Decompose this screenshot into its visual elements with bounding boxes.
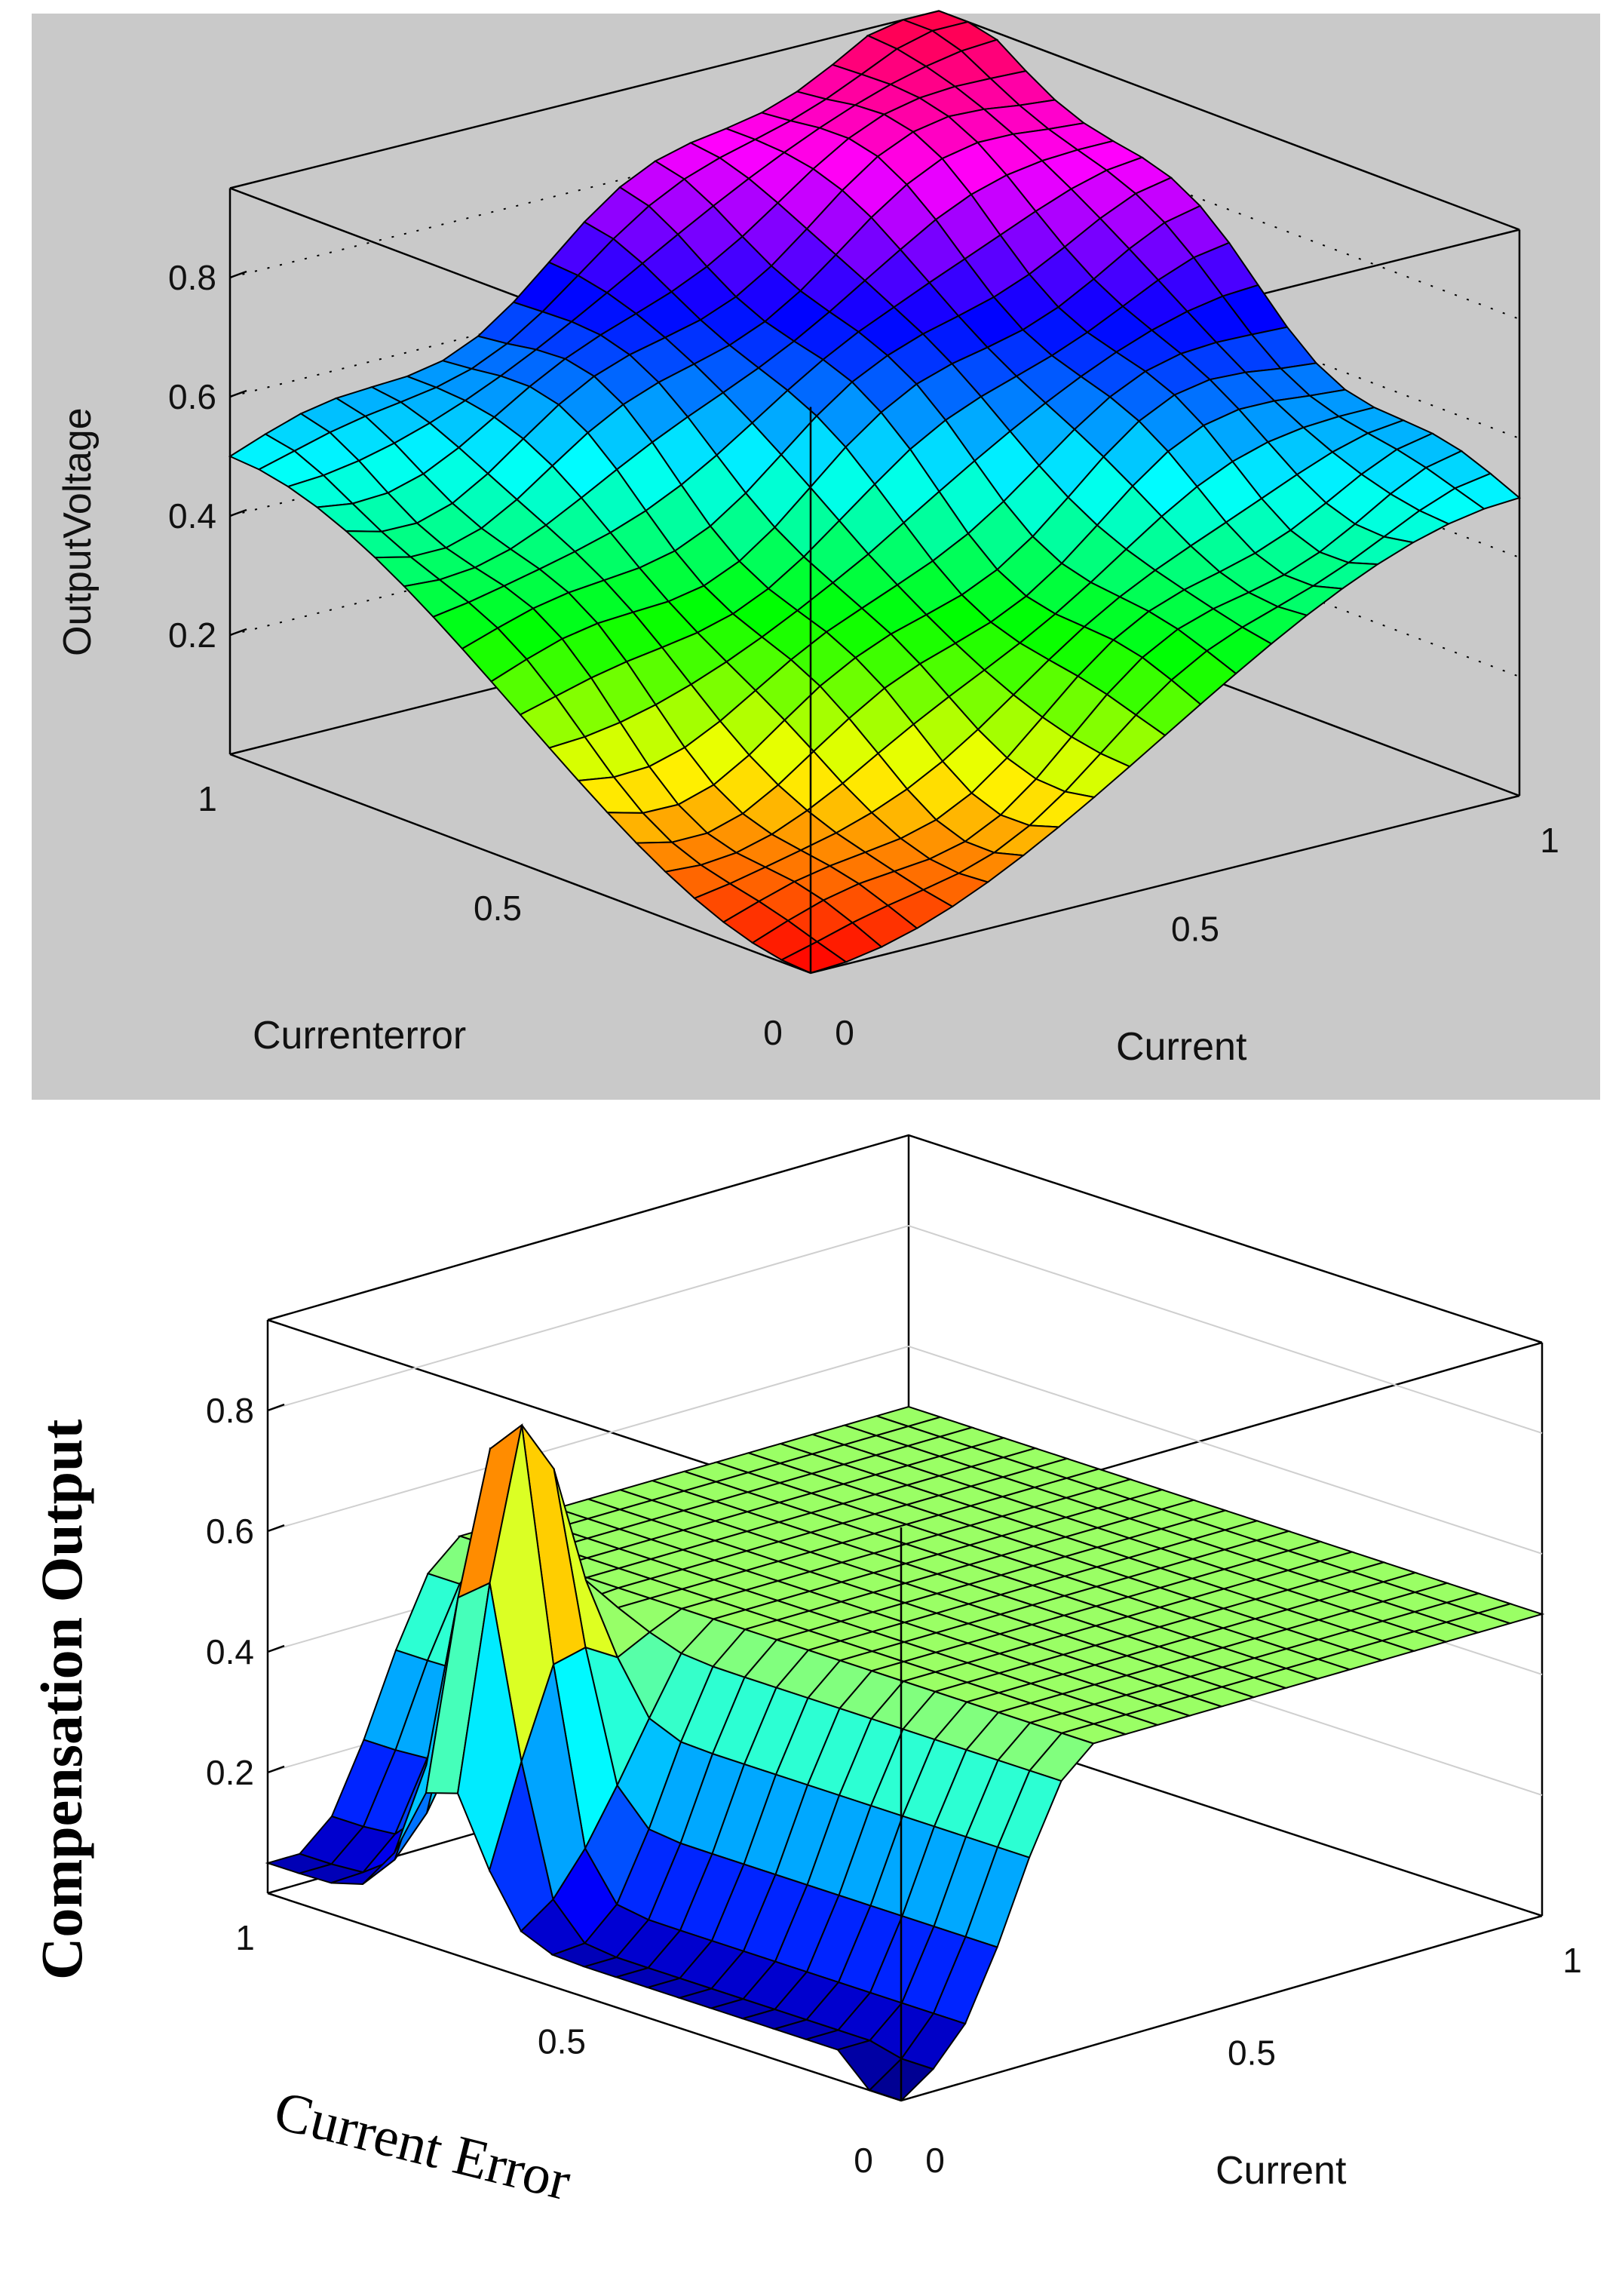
z-tick-mark [267,1644,285,1653]
z-tick-mark [267,1524,285,1533]
y-tick-label: 0 [835,1013,854,1052]
panel2-surface [265,1405,1545,2102]
z-tick-label: 0.4 [168,496,216,536]
y-tick-label: 1 [1562,1941,1582,1980]
z-gridline [267,1224,1543,1434]
panel2-ylabel: Current [1216,2149,1347,2193]
z-tick-mark [229,628,247,637]
z-tick-label: 0.8 [206,1391,254,1430]
y-tick-label: 0.5 [1228,2034,1276,2073]
x-tick-label: 1 [235,1918,255,1957]
panel1-ticks: 0.2 0.4 0.6 0.8 0 0.5 1 0 0.5 1 [168,258,1559,1052]
x-tick-label: 0 [763,1013,783,1052]
y-tick-label: 0.5 [1171,910,1219,949]
z-tick-label: 0.6 [206,1512,254,1551]
y-tick-label: 0 [925,2141,945,2180]
box-bottom-edge [267,1892,1543,2102]
panel1-axes-front [229,407,1520,975]
box-top-edge [267,1134,1543,1344]
panel2-ticks: 0.2 0.4 0.6 0.8 0 0.5 1 0 0.5 1 [206,1391,1582,2180]
z-gridline [267,1345,1543,1555]
panel1-zlabel: OutputVoltage [56,407,100,656]
x-tick-label: 0 [854,2141,873,2180]
box-bottom-edge [229,753,1520,975]
x-tick-label: 1 [198,779,217,818]
z-tick-label: 0.2 [168,615,216,655]
z-tick-mark [267,1765,285,1774]
panel1-surface [228,10,1522,975]
panel2-axes-front [267,1527,1543,2102]
panel2-zlabel: Compensation Output [29,1420,94,1980]
z-tick-mark [229,270,247,279]
z-tick-label: 0.8 [168,258,216,297]
x-tick-label: 0.5 [474,889,522,928]
panel1-xlabel: Currenterror [253,1014,466,1057]
z-tick-label: 0.6 [168,377,216,416]
x-tick-label: 0.5 [538,2022,586,2061]
z-tick-mark [229,389,247,398]
panel1-ylabel: Current [1116,1025,1247,1069]
y-tick-label: 1 [1540,821,1559,860]
z-tick-mark [229,508,247,517]
z-tick-label: 0.2 [206,1753,254,1792]
z-tick-label: 0.4 [206,1632,254,1671]
surface-patch [780,941,848,975]
z-tick-mark [267,1403,285,1412]
